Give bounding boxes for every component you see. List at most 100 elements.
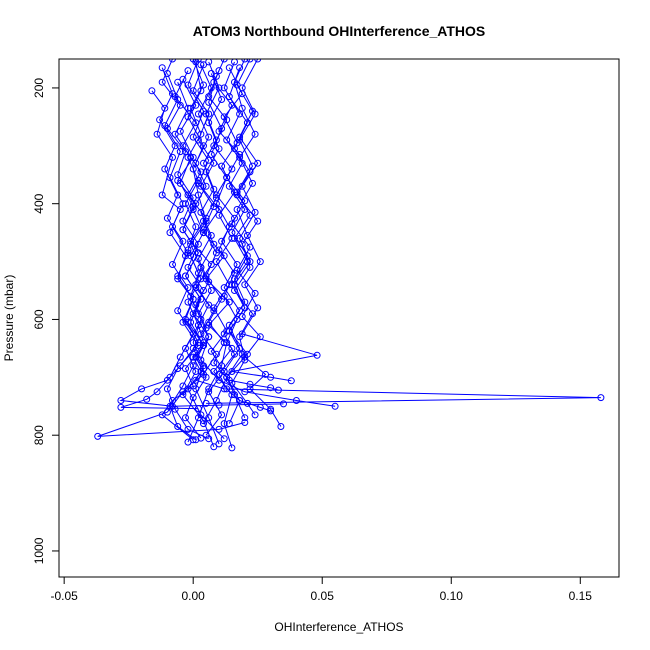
data-point xyxy=(220,420,228,428)
data-point xyxy=(153,388,161,396)
data-point xyxy=(218,125,226,132)
data-point xyxy=(212,72,220,80)
data-point xyxy=(205,156,213,164)
series-line xyxy=(187,59,279,391)
x-axis-label: OHInterference_ATHOS xyxy=(274,620,403,634)
data-point xyxy=(176,353,184,361)
data-point xyxy=(215,425,223,433)
profile-series xyxy=(182,70,226,442)
data-point xyxy=(197,263,205,271)
data-point xyxy=(192,159,200,167)
data-point xyxy=(236,234,244,242)
data-point xyxy=(267,373,275,381)
data-point xyxy=(246,211,254,219)
series-line xyxy=(187,61,225,440)
data-point xyxy=(200,142,207,150)
profile-series xyxy=(182,59,223,448)
y-axis-label: Pressure (mbar) xyxy=(2,275,16,362)
data-point xyxy=(233,81,241,89)
data-point xyxy=(220,435,228,443)
data-point xyxy=(179,237,187,245)
data-point xyxy=(184,81,192,89)
data-point xyxy=(287,377,295,385)
data-point xyxy=(171,405,179,413)
data-point xyxy=(161,104,169,112)
data-point xyxy=(251,110,259,118)
data-point xyxy=(166,229,174,237)
data-point xyxy=(176,206,184,213)
series-line xyxy=(223,61,248,419)
series-line xyxy=(226,59,259,424)
data-point xyxy=(189,436,197,444)
data-point xyxy=(225,327,233,335)
data-point xyxy=(176,148,184,156)
data-point xyxy=(220,368,228,375)
profile-series xyxy=(202,64,246,439)
data-point xyxy=(169,90,176,98)
data-point xyxy=(254,217,262,225)
data-point xyxy=(184,246,192,254)
data-point xyxy=(210,359,218,367)
data-point xyxy=(179,75,187,83)
data-point xyxy=(233,261,241,268)
data-point xyxy=(197,295,205,303)
data-point xyxy=(241,59,249,63)
data-point xyxy=(215,67,223,75)
data-point xyxy=(200,107,207,115)
data-point xyxy=(169,59,176,63)
data-point xyxy=(241,304,249,312)
data-point xyxy=(189,362,197,370)
data-point xyxy=(218,237,226,245)
data-point xyxy=(218,96,226,103)
data-point xyxy=(117,403,125,411)
profile-series xyxy=(220,59,251,422)
data-point xyxy=(192,101,200,109)
data-point xyxy=(197,315,205,323)
data-point xyxy=(184,284,192,292)
data-point xyxy=(256,403,264,411)
data-point xyxy=(194,110,202,118)
data-point xyxy=(223,174,231,182)
x-tick-label: 0.00 xyxy=(182,589,206,603)
data-point xyxy=(94,432,102,440)
data-point xyxy=(262,370,269,378)
data-point xyxy=(187,292,195,300)
data-point xyxy=(184,67,192,75)
data-point xyxy=(218,411,226,419)
data-point xyxy=(243,399,251,407)
series-line xyxy=(184,73,223,439)
data-point xyxy=(158,191,166,199)
profile-series xyxy=(117,64,202,413)
data-point xyxy=(231,275,238,283)
data-point xyxy=(220,252,228,260)
data-point xyxy=(231,214,238,222)
data-point xyxy=(228,165,236,173)
y-axis: 200 400 600 800 1000 xyxy=(32,78,60,564)
data-point xyxy=(225,93,233,101)
data-point xyxy=(163,385,171,393)
data-point xyxy=(238,84,246,92)
data-point xyxy=(225,182,233,190)
data-point xyxy=(225,223,233,231)
data-point xyxy=(182,272,189,280)
data-point xyxy=(169,223,176,231)
data-point xyxy=(205,388,213,396)
data-point xyxy=(241,419,249,426)
data-point xyxy=(218,295,226,303)
data-point xyxy=(197,130,205,138)
data-point xyxy=(277,423,285,430)
data-point xyxy=(243,232,251,239)
data-point xyxy=(220,339,228,347)
series-line xyxy=(119,90,284,407)
data-point xyxy=(179,391,187,399)
data-point xyxy=(220,284,228,292)
data-point xyxy=(202,373,210,381)
data-point xyxy=(158,411,166,419)
data-point xyxy=(200,61,207,69)
data-point xyxy=(251,208,259,216)
data-point xyxy=(205,414,213,422)
data-point xyxy=(254,304,262,312)
data-point xyxy=(274,386,282,394)
plot-area xyxy=(94,59,605,452)
data-point xyxy=(205,93,213,101)
